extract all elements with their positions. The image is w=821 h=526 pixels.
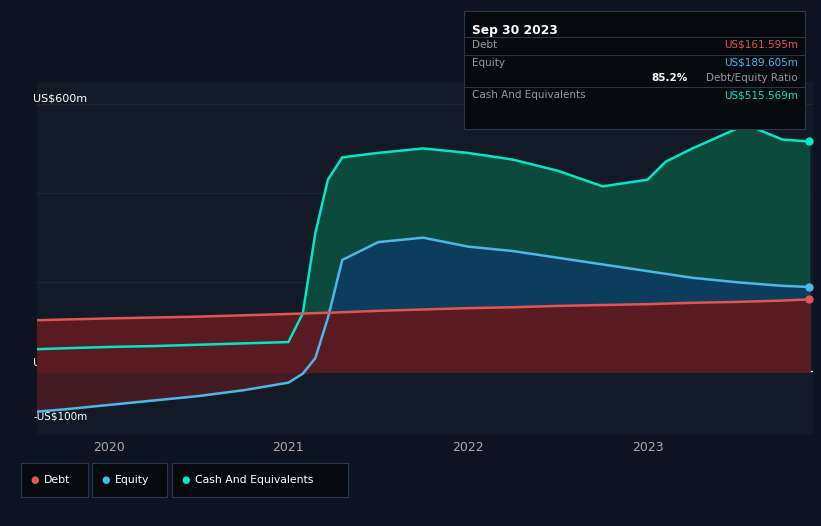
Text: ●: ● [181,475,190,485]
Text: Debt/Equity Ratio: Debt/Equity Ratio [706,73,798,83]
Text: Cash And Equivalents: Cash And Equivalents [195,475,313,485]
Text: ●: ● [102,475,110,485]
Text: US$600m: US$600m [33,94,87,104]
Text: ●: ● [30,475,39,485]
Text: Cash And Equivalents: Cash And Equivalents [472,90,585,100]
Text: US$189.605m: US$189.605m [724,58,798,68]
Text: Equity: Equity [472,58,505,68]
Text: US$0: US$0 [33,358,62,368]
Text: Sep 30 2023: Sep 30 2023 [472,24,558,37]
Text: Debt: Debt [44,475,70,485]
Text: 85.2%: 85.2% [651,73,687,83]
Text: US$515.569m: US$515.569m [724,90,798,100]
Text: Debt: Debt [472,40,498,50]
Text: US$161.595m: US$161.595m [724,40,798,50]
Text: -US$100m: -US$100m [33,411,87,421]
Text: Equity: Equity [115,475,149,485]
